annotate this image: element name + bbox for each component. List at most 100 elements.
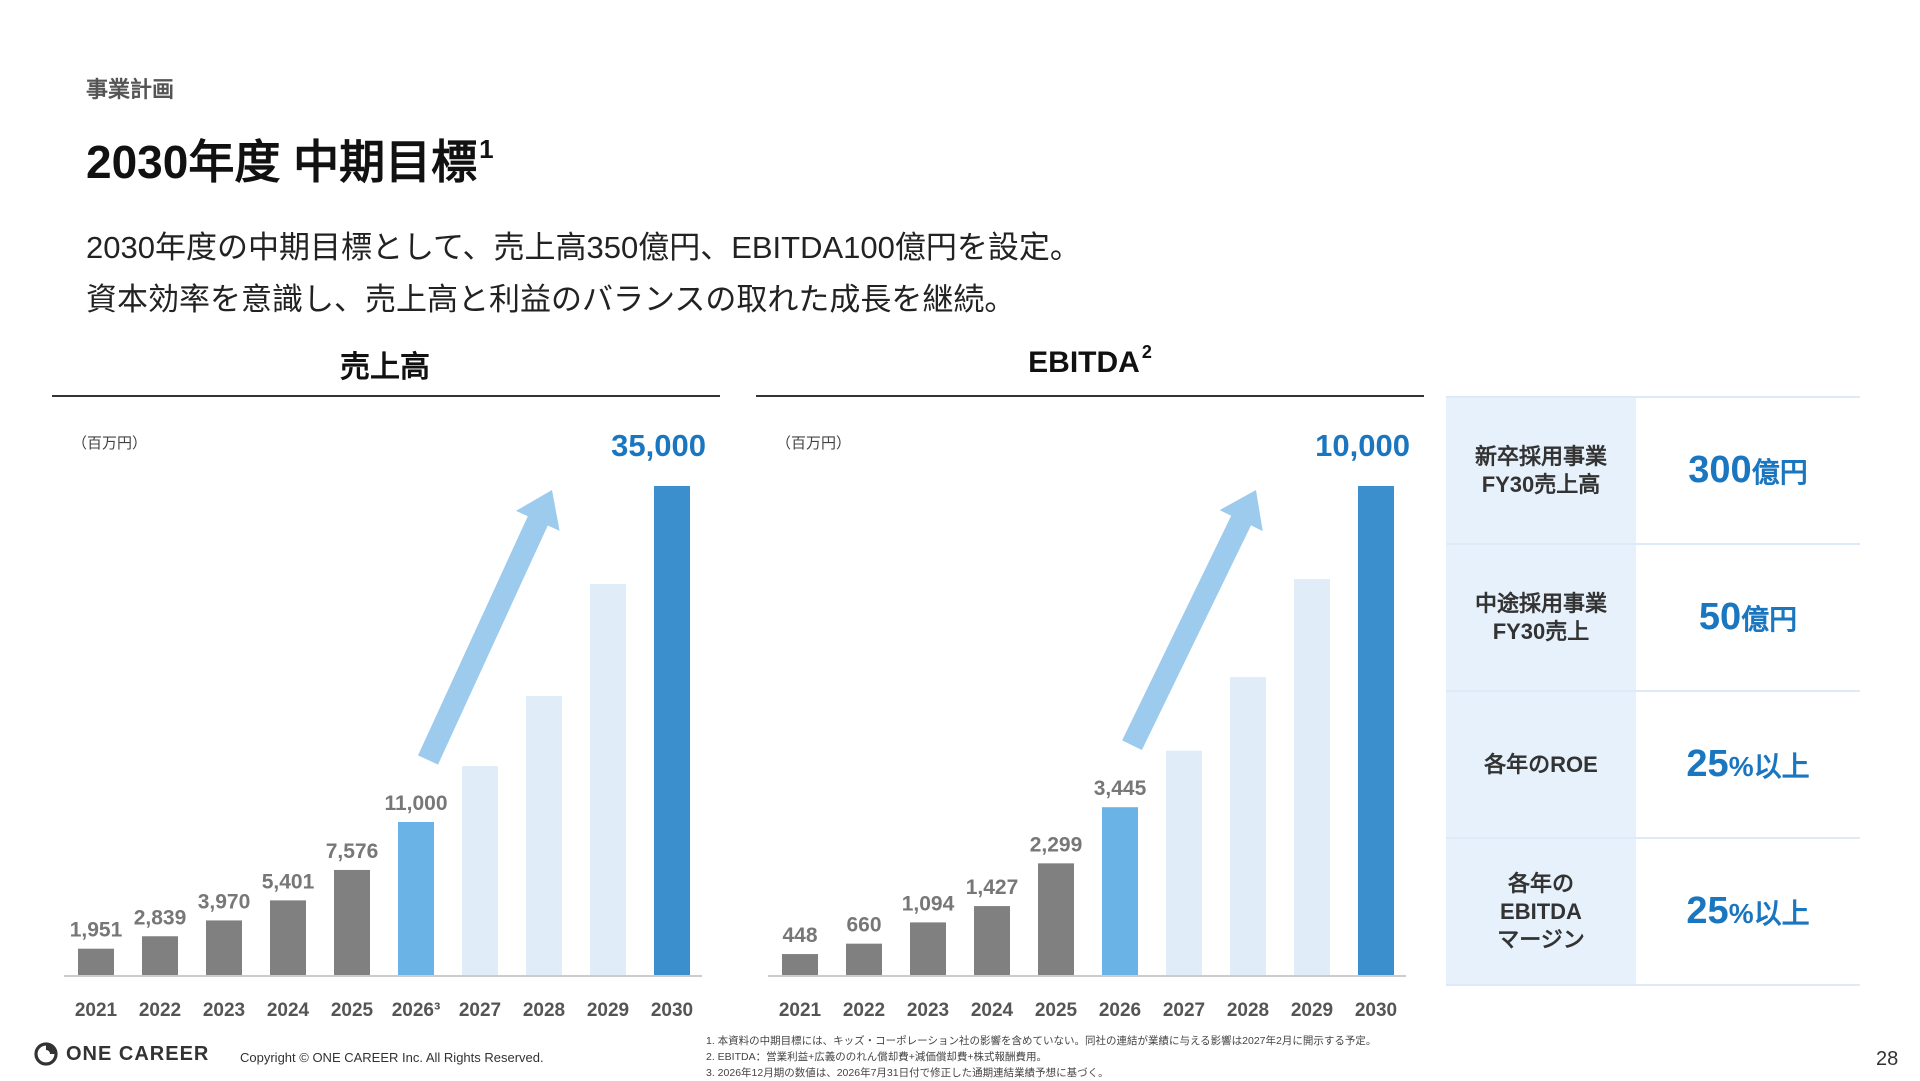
bar-2030 [654,486,690,976]
data-label: 10,000 [1315,428,1410,463]
bar-2026 [1102,807,1138,976]
kpi-value: 50 億円 [1636,545,1860,690]
data-label: 3,445 [1094,777,1147,800]
x-tick-label: 2029 [1291,1000,1333,1021]
lead-text: 2030年度の中期目標として、売上高350億円、EBITDA100億円を設定。 … [86,222,1081,326]
logo-mark-icon [34,1042,58,1066]
ebitda-chart-title: EBITDA 2 [756,342,1424,380]
bar-2023 [910,922,946,976]
copyright: Copyright © ONE CAREER Inc. All Rights R… [240,1050,544,1065]
data-label: 2,839 [134,906,187,929]
x-tick-label: 2025 [331,1000,374,1021]
bar-2027 [1166,750,1202,976]
data-label: 1,427 [966,876,1019,899]
section-label: 事業計画 [86,77,175,102]
x-tick-label: 2026³ [392,1000,441,1021]
growth-arrow [1122,490,1263,750]
bar-2026³ [398,822,434,976]
kpi-row: 各年の EBITDA マージン 25 %以上 [1446,837,1860,986]
x-tick-label: 2021 [779,1000,822,1021]
bar-2028 [526,696,562,976]
ebitda-title-rule [756,395,1424,397]
kpi-row: 各年のROE 25 %以上 [1446,690,1860,837]
data-label: 7,576 [326,840,379,863]
kpi-unit: %以上 [1728,750,1810,782]
bar-2021 [78,948,114,976]
bar-2029 [1294,579,1330,976]
kpi-label: 新卒採用事業 FY30売上高 [1446,398,1636,543]
lead-line-2: 資本効率を意識し、売上高と利益のバランスの取れた成長を継続。 [86,282,1016,317]
page-title: 2030年度 中期目標1 [86,126,494,192]
kpi-number: 50 [1698,596,1742,638]
company-logo: ONE CAREER [34,1042,209,1066]
x-tick-label: 2030 [1355,1000,1397,1021]
x-tick-label: 2022 [139,1000,181,1021]
kpi-number: 25 [1686,743,1729,785]
bar-2024 [974,906,1010,976]
logo-text: ONE CAREER [66,1042,210,1065]
bar-2025 [1038,863,1074,976]
x-tick-label: 2026 [1099,1000,1141,1021]
footnote: 3. 2026年12月期の数値は、2026年7月31日付で修正した通期連結業績予… [706,1067,1109,1079]
x-tick-label: 2023 [907,1000,949,1021]
kpi-value: 300 億円 [1636,398,1860,543]
kpi-number: 25 [1686,890,1729,932]
bar-2028 [1230,677,1266,976]
title-footnote-ref: 1 [479,134,494,164]
bar-2022 [142,936,178,976]
page-title-text: 2030年度 中期目標 [86,136,478,188]
kpi-label: 各年の EBITDA マージン [1446,839,1636,984]
footnote: 2. EBITDA：営業利益+広義ののれん償却費+減価償却費+株式報酬費用。 [706,1051,1047,1063]
x-tick-label: 2022 [843,1000,885,1021]
x-tick-label: 2021 [75,1000,118,1021]
revenue-title-text: 売上高 [340,351,430,384]
kpi-number: 300 [1688,449,1752,491]
x-tick-label: 2024 [971,1000,1014,1021]
kpi-value: 25 %以上 [1636,839,1860,984]
ebitda-title-text: EBITDA [1028,346,1140,379]
bar-2027 [462,766,498,976]
revenue-title-rule [52,395,720,397]
x-tick-label: 2029 [587,1000,629,1021]
unit-label: （百万円） [776,435,851,452]
kpi-row: 新卒採用事業 FY30売上高 300 億円 [1446,396,1860,543]
revenue-chart-title: 売上高 [52,342,720,386]
x-tick-label: 2027 [1163,1000,1205,1021]
footnotes: 1. 本資料の中期目標には、キッズ・コーポレーション社の影響を含めていない。同社… [706,1033,1376,1081]
kpi-row: 中途採用事業 FY30売上 50 億円 [1446,543,1860,690]
data-label: 2,299 [1030,833,1083,856]
unit-label: （百万円） [72,435,147,452]
data-label: 660 [846,914,881,937]
lead-line-1: 2030年度の中期目標として、売上高350億円、EBITDA100億円を設定。 [86,230,1081,265]
ebitda-title-sup: 2 [1141,342,1152,362]
footnote: 1. 本資料の中期目標には、キッズ・コーポレーション社の影響を含めていない。同社… [706,1035,1377,1047]
data-label: 5,401 [262,870,315,893]
x-tick-label: 2028 [523,1000,565,1021]
ebitda-chart: （百万円） 448 2021 660 2022 1,094 2023 1,427 2024 2,2… [768,428,1410,1021]
kpi-label: 中途採用事業 FY30売上 [1446,545,1636,690]
x-tick-label: 2027 [459,1000,501,1021]
data-label: 11,000 [384,792,447,815]
data-label: 448 [782,924,817,947]
kpi-unit: %以上 [1728,897,1810,929]
x-tick-label: 2023 [203,1000,245,1021]
data-label: 1,951 [70,919,123,942]
kpi-unit: 億円 [1741,603,1798,635]
data-label: 1,094 [902,892,955,915]
page-number: 28 [1876,1048,1899,1070]
kpi-unit: 億円 [1751,456,1808,488]
bar-2023 [206,920,242,976]
bar-2022 [846,943,882,976]
x-tick-label: 2024 [267,1000,310,1021]
x-tick-label: 2030 [651,1000,693,1021]
growth-arrow [418,490,560,765]
bar-2024 [270,900,306,976]
data-label: 35,000 [611,428,706,463]
bar-2025 [334,869,370,976]
x-tick-label: 2028 [1227,1000,1269,1021]
kpi-table: 新卒採用事業 FY30売上高 300 億円 中途採用事業 FY30売上 50 億円 … [1446,396,1860,986]
bar-2030 [1358,486,1394,976]
kpi-label: 各年のROE [1446,692,1636,837]
bar-2021 [782,954,818,976]
data-label: 3,970 [198,890,251,913]
